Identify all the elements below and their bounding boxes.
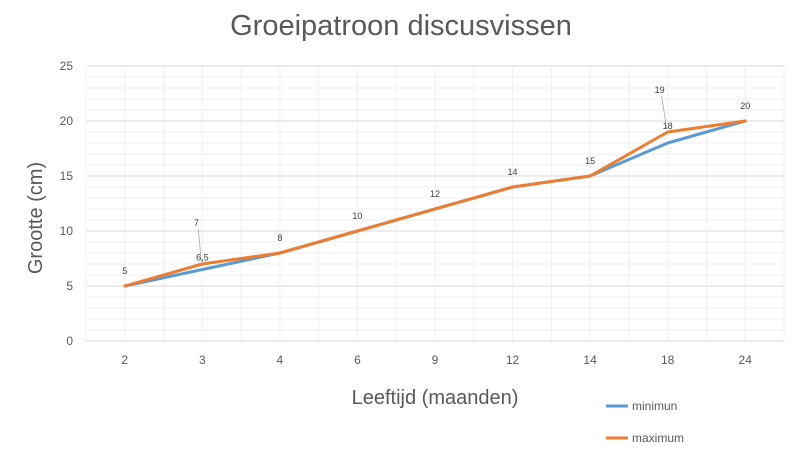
data-label-leader xyxy=(661,95,668,130)
y-tick-label: 5 xyxy=(66,279,73,293)
y-tick-label: 15 xyxy=(60,169,74,183)
x-tick-label: 6 xyxy=(354,353,361,367)
y-tick-label: 25 xyxy=(60,59,74,73)
legend-label-maximum: maximum xyxy=(632,431,684,445)
series-lines xyxy=(123,119,747,288)
data-label: 6,5 xyxy=(196,253,209,263)
x-tick-label: 3 xyxy=(199,353,206,367)
y-axis: 0 5 10 15 20 25 xyxy=(60,59,74,348)
data-label: 15 xyxy=(585,156,595,166)
x-axis: 2 3 4 6 9 12 14 18 24 xyxy=(121,353,752,367)
y-tick-label: 20 xyxy=(60,114,74,128)
chart-title: Groeipatroon discusvissen xyxy=(230,10,572,42)
x-tick-label: 12 xyxy=(506,353,520,367)
x-tick-label: 2 xyxy=(121,353,128,367)
series-line-maximum xyxy=(123,119,747,288)
data-labels: 5 6,5 7 8 10 12 14 15 18 19 20 xyxy=(122,85,750,276)
data-label: 12 xyxy=(430,189,440,199)
data-label: 5 xyxy=(122,266,127,276)
data-label-leader xyxy=(197,228,202,263)
y-tick-label: 0 xyxy=(66,334,73,348)
x-axis-title: Leeftijd (maanden) xyxy=(352,387,519,409)
data-label: 14 xyxy=(508,167,518,177)
legend-label-minimun: minimun xyxy=(632,399,677,413)
x-tick-label: 18 xyxy=(661,353,675,367)
x-tick-label: 14 xyxy=(583,353,597,367)
x-tick-label: 4 xyxy=(277,353,284,367)
data-label: 10 xyxy=(352,211,362,221)
data-label: 18 xyxy=(663,121,673,131)
data-label: 8 xyxy=(277,233,282,243)
data-label: 7 xyxy=(194,218,199,228)
data-label: 20 xyxy=(740,101,750,111)
x-tick-label: 24 xyxy=(739,353,753,367)
gridlines xyxy=(85,65,785,342)
x-tick-label: 9 xyxy=(432,353,439,367)
y-tick-label: 10 xyxy=(60,224,74,238)
y-axis-title: Grootte (cm) xyxy=(25,162,47,274)
data-label: 19 xyxy=(655,85,665,95)
legend: minimun maximum xyxy=(606,399,684,445)
